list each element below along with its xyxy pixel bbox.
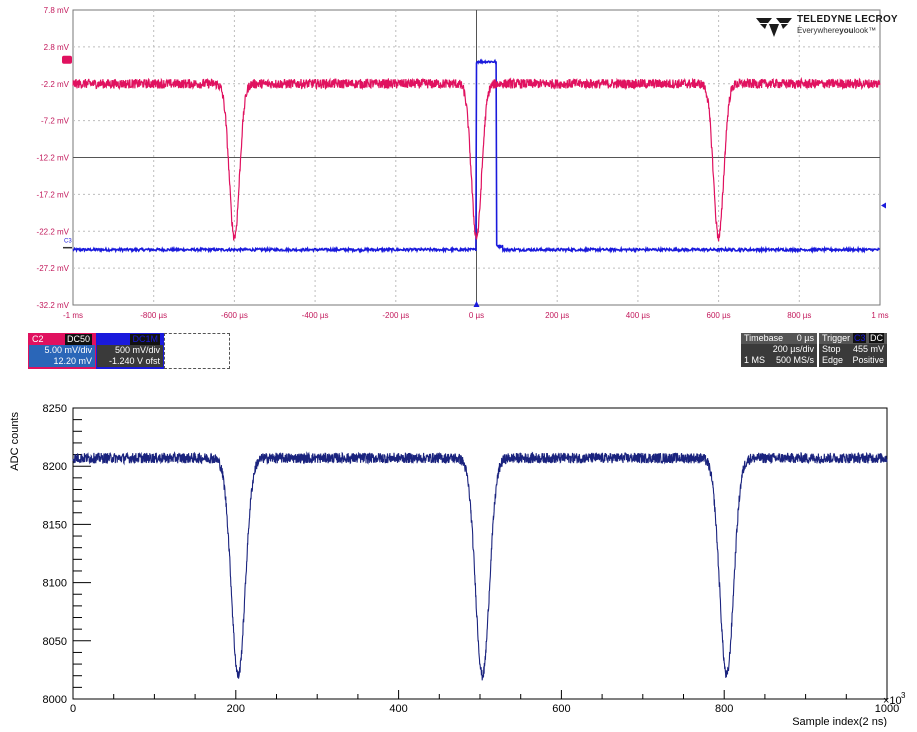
trigger-level: 455 mV [852,344,884,354]
root-x-axis-title: Sample index(2 ns) [792,716,887,727]
root-y-tick-label: 8100 [43,578,67,590]
root-y-axis-title: ADC counts [9,412,21,471]
scope-y-label: -32.2 mV [37,301,70,310]
scope-y-label: -17.2 mV [37,190,70,199]
root-x-tick-label: 600 [552,703,570,715]
root-y-tick-label: 8000 [43,694,67,706]
root-x-tick-label: 400 [389,703,407,715]
scope-x-label: -400 µs [302,311,329,320]
scope-x-label: 600 µs [707,311,731,320]
root-y-tick-label: 8200 [43,461,67,473]
scope-x-label: -200 µs [382,311,409,320]
root-y-tick-label: 8050 [43,636,67,648]
c3-offset: -1.240 V ofst [108,356,160,366]
trigger-level-arrow-icon [881,202,886,209]
root-plot-canvas: 8000 8050 8100 8150 8200 8250 0 200 400 600 800 100… [0,388,917,728]
c2-offset: 12.20 mV [53,356,92,366]
c2-level-marker [62,55,72,64]
empty-channel-slot[interactable] [164,333,230,369]
c2-trace [72,76,881,242]
timebase-delay: 0 µs [796,333,814,343]
scope-y-label: -27.2 mV [37,264,70,273]
trigger-mode: Stop [822,344,841,354]
timebase-box[interactable]: Timebase 0 µs 200 µs/div 1 MS 500 MS/s [741,333,817,367]
root-x-tick-label: 200 [227,703,245,715]
timebase-rate: 500 MS/s [775,355,814,365]
adc-plot: 8000 8050 8100 8150 8200 8250 0 200 400 600 800 100… [9,403,906,728]
scope-x-label: -800 µs [140,311,167,320]
trigger-coupling: DC [869,333,884,343]
scope-x-label: -1 ms [63,311,83,320]
c3-marker-label: C3 [64,239,72,245]
teledyne-logo-icon [756,18,792,37]
root-y-tick-label: 8250 [43,403,67,415]
channel-c3-box[interactable]: C3 DC1M 500 mV/div -1.240 V ofst [96,333,164,369]
scope-y-label: 2.8 mV [44,43,70,52]
c3-scale: 500 mV/div [114,345,160,355]
root-frame [72,407,888,700]
scope-y-label: 7.8 mV [44,6,70,15]
timebase-samples: 1 MS [744,355,766,365]
channel-c2-box[interactable]: C2 DC50 5.00 mV/div 12.20 mV [28,333,96,369]
c2-name: C2 [32,334,44,344]
root-y-tick-label: 8150 [43,519,67,531]
root-x-tick-label: 800 [715,703,733,715]
root-x-exponent: ×10 [883,695,902,707]
scope-plot: 7.8 mV 2.8 mV -2.2 mV -7.2 mV -12.2 mV -17.2 … [37,6,889,320]
root-waveform-line [72,451,888,681]
timebase-label: Timebase [744,333,784,343]
scope-y-label: -7.2 mV [41,117,70,126]
trigger-label: Trigger [822,333,851,343]
trigger-source: C3 [852,333,867,343]
scope-x-label: -600 µs [221,311,248,320]
scope-y-label: -22.2 mV [37,227,70,236]
scope-x-label: 400 µs [626,311,650,320]
c2-scale: 5.00 mV/div [44,345,92,355]
trigger-box[interactable]: Trigger C3 DC Stop 455 mV Edge Positive [819,333,887,367]
scope-x-label: 200 µs [545,311,569,320]
c3-name: C3 [100,334,112,344]
oscilloscope-screenshot: 7.8 mV 2.8 mV -2.2 mV -7.2 mV -12.2 mV -17.2 … [28,6,898,369]
c3-coupling: DC1M [130,334,160,345]
root-x-exponent-power: 3 [901,691,906,700]
scope-x-label: 0 µs [469,311,484,320]
trigger-type: Edge [822,355,844,365]
trigger-slope: Positive [852,355,884,365]
c2-coupling: DC50 [64,334,92,345]
brand-slogan: Everywhereyoulook™ [797,26,877,35]
scope-y-label: -2.2 mV [41,80,70,89]
root-x-tick-label: 0 [70,703,76,715]
root-x-tick-label: 1000 [875,703,899,715]
trigger-time-arrow-icon [473,301,480,307]
scope-x-label: 1 ms [871,311,888,320]
scope-y-label: -12.2 mV [37,154,70,163]
brand-name: TELEDYNE LECROY [797,14,898,25]
scope-x-label: 800 µs [787,311,811,320]
timebase-per-div: 200 µs/div [772,344,814,354]
c3-trace [72,58,880,255]
